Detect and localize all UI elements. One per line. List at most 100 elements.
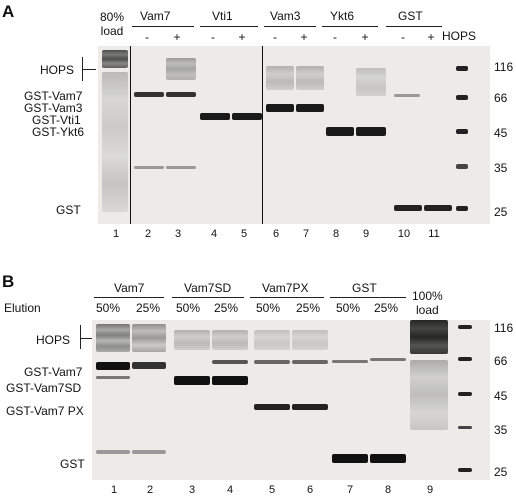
marker-b-35: 35 [494, 423, 508, 437]
percent: 25% [136, 301, 161, 315]
band [134, 166, 164, 169]
gst-plus: + [427, 30, 435, 44]
lane-number: 2 [144, 228, 152, 240]
group-gst-line [386, 26, 442, 27]
band [166, 166, 196, 169]
label-gst-vam7: GST-Vam7 [24, 89, 83, 103]
percent: 25% [374, 301, 399, 315]
percent: 50% [176, 301, 201, 315]
group-b-gst-line [330, 297, 406, 298]
group-gst: GST [398, 9, 423, 23]
band [96, 376, 130, 379]
load-word-b: load [416, 303, 439, 317]
vti1-plus: + [238, 30, 246, 44]
band [96, 324, 130, 352]
gel-divider [130, 46, 131, 224]
marker-band [456, 129, 468, 134]
band [254, 404, 290, 410]
marker-band [458, 392, 472, 396]
marker-band [456, 95, 468, 100]
band [102, 72, 128, 212]
gel-b [92, 320, 490, 480]
hops-b-bracket [80, 325, 81, 349]
gel-a [98, 46, 490, 224]
group-b-vam7sd: Vam7SD [184, 281, 232, 295]
marker-25: 25 [494, 205, 508, 219]
elution-label: Elution [4, 301, 41, 315]
lane-number: 9 [362, 228, 370, 240]
lane-number: 4 [210, 228, 218, 240]
group-ykt6: Ykt6 [330, 9, 355, 23]
label-b-gst-vam7px: GST-Vam7 PX [6, 404, 84, 418]
marker-116: 116 [494, 60, 514, 74]
band [296, 104, 324, 112]
label-b-gst: GST [60, 457, 85, 471]
load-percent-b: 100% [412, 289, 443, 303]
group-b-vam7sd-line [172, 297, 244, 298]
band [394, 205, 422, 211]
marker-band [458, 468, 472, 472]
band [370, 358, 406, 361]
band [212, 376, 248, 385]
lane-number: 4 [226, 484, 234, 496]
label-b-hops: HOPS [36, 333, 71, 347]
group-vti1: Vti1 [212, 9, 233, 23]
lane-number: 2 [146, 484, 154, 496]
group-b-vam7: Vam7 [114, 281, 145, 295]
lane-number: 7 [302, 228, 310, 240]
band [356, 68, 386, 96]
group-b-vam7px-line [250, 297, 324, 298]
band [132, 362, 166, 369]
load-label-b: 100% load [412, 289, 443, 317]
panel-b-letter: B [2, 272, 15, 291]
ykt6-plus: + [361, 30, 369, 44]
vam3-minus: - [273, 30, 277, 44]
label-b-gst-vam7: GST-Vam7 [24, 365, 83, 379]
marker-band [456, 164, 468, 169]
panel-a-letter: A [2, 2, 15, 21]
percent: 50% [256, 301, 281, 315]
group-vam3: Vam3 [270, 9, 301, 23]
marker-45: 45 [494, 126, 508, 140]
percent: 50% [96, 301, 121, 315]
marker-b-66: 66 [494, 354, 508, 368]
group-vam3-line [264, 26, 316, 27]
group-vti1-line [200, 26, 258, 27]
group-b-vam7px: Vam7PX [262, 281, 309, 295]
marker-b-116: 116 [494, 321, 514, 335]
lane-number: 5 [268, 484, 276, 496]
band [166, 58, 196, 80]
band [254, 360, 290, 364]
band [424, 205, 452, 211]
label-gst-vam3: GST-Vam3 [24, 101, 83, 115]
band [266, 66, 294, 90]
lane-number: 8 [332, 228, 340, 240]
lane-number: 5 [240, 228, 248, 240]
band [96, 450, 130, 454]
band [370, 454, 406, 463]
lane-number: 1 [110, 484, 118, 496]
band [332, 454, 368, 463]
group-b-vam7-line [94, 297, 164, 298]
percent: 25% [214, 301, 239, 315]
marker-66: 66 [494, 91, 508, 105]
vti1-minus: - [211, 30, 215, 44]
lane-number: 6 [306, 484, 314, 496]
band [292, 404, 328, 410]
vam7-plus: + [173, 30, 181, 44]
band [96, 362, 130, 370]
lane-number: 9 [426, 484, 434, 496]
band [394, 94, 420, 97]
gel-divider [262, 46, 263, 224]
vam3-plus: + [300, 30, 308, 44]
lane-number: 3 [174, 228, 182, 240]
label-gst-vti1: GST-Vti1 [32, 113, 81, 127]
lane-number: 6 [272, 228, 280, 240]
marker-band [458, 325, 472, 329]
band [296, 66, 324, 90]
band [292, 360, 328, 364]
label-b-gst-vam7sd: GST-Vam7SD [6, 381, 82, 395]
lane-number: 11 [428, 228, 440, 240]
lane-number: 3 [188, 484, 196, 496]
band [212, 330, 248, 350]
